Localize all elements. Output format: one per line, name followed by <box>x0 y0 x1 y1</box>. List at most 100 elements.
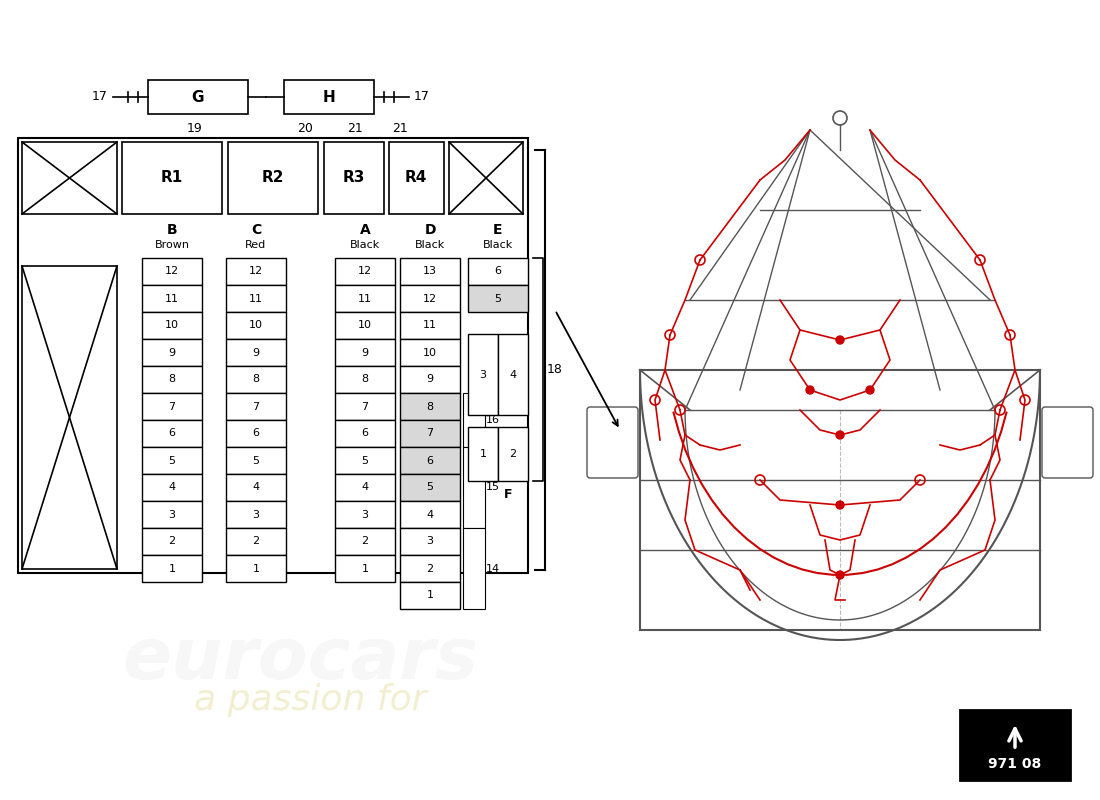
Text: 11: 11 <box>165 294 179 303</box>
Bar <box>400 339 460 366</box>
Text: G: G <box>191 90 205 105</box>
Bar <box>226 528 286 555</box>
Bar <box>142 501 202 528</box>
Bar <box>400 420 460 447</box>
Bar <box>226 447 286 474</box>
Bar <box>498 334 528 415</box>
Text: R4: R4 <box>405 170 427 186</box>
Circle shape <box>836 336 844 344</box>
Bar <box>336 258 395 285</box>
Bar <box>400 555 460 582</box>
Text: 17: 17 <box>92 90 108 103</box>
Text: 10: 10 <box>358 321 372 330</box>
Text: 6: 6 <box>362 429 369 438</box>
Bar <box>142 528 202 555</box>
Text: 3: 3 <box>253 510 260 519</box>
Text: 12: 12 <box>165 266 179 277</box>
Bar <box>336 312 395 339</box>
Text: 2: 2 <box>252 537 260 546</box>
Bar <box>226 420 286 447</box>
Text: 12: 12 <box>358 266 372 277</box>
Text: a passion for: a passion for <box>194 683 427 717</box>
Bar <box>498 427 528 481</box>
Text: 21: 21 <box>348 122 363 134</box>
Bar <box>226 555 286 582</box>
Bar <box>400 393 460 420</box>
Text: 9: 9 <box>252 347 260 358</box>
Circle shape <box>836 571 844 579</box>
Bar <box>400 501 460 528</box>
Text: 20: 20 <box>297 122 312 134</box>
Bar <box>142 258 202 285</box>
Text: 10: 10 <box>165 321 179 330</box>
Bar <box>284 80 374 114</box>
Bar <box>122 142 222 214</box>
Circle shape <box>806 386 814 394</box>
Bar <box>400 528 460 555</box>
Text: R3: R3 <box>343 170 365 186</box>
Text: 3: 3 <box>362 510 369 519</box>
Text: 5: 5 <box>427 482 433 493</box>
Circle shape <box>836 431 844 439</box>
Bar <box>468 427 498 481</box>
Text: 9: 9 <box>168 347 176 358</box>
Text: 3: 3 <box>168 510 176 519</box>
Bar <box>142 420 202 447</box>
Bar <box>148 80 248 114</box>
Text: 10: 10 <box>424 347 437 358</box>
Text: 8: 8 <box>168 374 176 385</box>
Text: 2: 2 <box>509 449 517 459</box>
Text: 8: 8 <box>427 402 433 411</box>
Text: 1: 1 <box>362 563 369 574</box>
Bar <box>324 142 384 214</box>
Bar <box>142 393 202 420</box>
Text: H: H <box>322 90 335 105</box>
Bar <box>389 142 444 214</box>
Text: 10: 10 <box>249 321 263 330</box>
Bar <box>463 528 485 609</box>
Bar <box>400 258 460 285</box>
Bar <box>226 258 286 285</box>
Text: 13: 13 <box>424 266 437 277</box>
Bar <box>226 474 286 501</box>
Bar <box>400 285 460 312</box>
Text: 1: 1 <box>168 563 176 574</box>
Text: 4: 4 <box>362 482 369 493</box>
Text: Black: Black <box>350 240 381 250</box>
Circle shape <box>836 501 844 509</box>
Text: 5: 5 <box>253 455 260 466</box>
Bar <box>400 447 460 474</box>
Text: 5: 5 <box>168 455 176 466</box>
Text: F: F <box>504 489 513 502</box>
Text: C: C <box>251 223 261 237</box>
Bar <box>468 258 528 285</box>
Bar <box>18 138 528 573</box>
Bar <box>142 339 202 366</box>
Bar <box>336 393 395 420</box>
Text: 7: 7 <box>168 402 176 411</box>
Bar <box>449 142 522 214</box>
Text: 12: 12 <box>422 294 437 303</box>
Text: 7: 7 <box>427 429 433 438</box>
Bar <box>22 142 117 214</box>
Bar <box>336 528 395 555</box>
Text: 18: 18 <box>547 363 563 376</box>
Bar <box>463 393 485 447</box>
Text: 1: 1 <box>427 590 433 601</box>
Bar <box>400 474 460 501</box>
Bar <box>142 312 202 339</box>
Bar <box>226 285 286 312</box>
Text: 11: 11 <box>249 294 263 303</box>
Text: Black: Black <box>483 240 513 250</box>
Text: Black: Black <box>415 240 446 250</box>
Bar <box>400 582 460 609</box>
Text: 15: 15 <box>486 482 500 493</box>
Text: 2: 2 <box>427 563 433 574</box>
Text: 1: 1 <box>480 449 486 459</box>
Text: 4: 4 <box>427 510 433 519</box>
Text: E: E <box>493 223 503 237</box>
FancyBboxPatch shape <box>587 407 638 478</box>
Text: 19: 19 <box>187 122 202 134</box>
Text: Red: Red <box>245 240 266 250</box>
Text: 11: 11 <box>424 321 437 330</box>
